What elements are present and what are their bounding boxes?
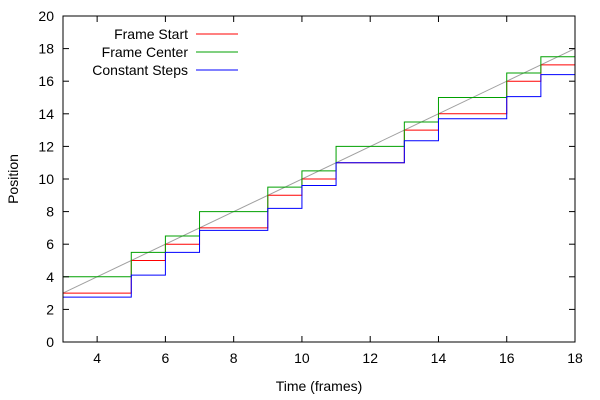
y-tick-label: 16: [38, 73, 54, 89]
legend: Frame Start Frame Center Constant Steps: [92, 26, 238, 78]
legend-item: Frame Start: [114, 26, 238, 42]
legend-item: Frame Center: [102, 44, 238, 60]
y-tick-label: 2: [46, 301, 54, 317]
y-tick-label: 20: [38, 8, 54, 24]
x-axis-ticks: 4 6 8 10 12 14 16 18: [93, 16, 583, 366]
y-tick-label: 8: [46, 204, 54, 220]
series-layer: [63, 16, 576, 298]
x-tick-label: 16: [499, 350, 515, 366]
x-axis-label: Time (frames): [276, 378, 363, 394]
y-axis-label: Position: [5, 154, 21, 204]
series-constant-steps: [63, 51, 576, 298]
legend-label: Frame Center: [102, 44, 189, 60]
y-tick-label: 4: [46, 269, 54, 285]
y-tick-label: 0: [46, 334, 54, 350]
y-tick-label: 14: [38, 106, 54, 122]
legend-label: Constant Steps: [92, 62, 188, 78]
x-tick-label: 18: [567, 350, 583, 366]
legend-label: Frame Start: [114, 26, 188, 42]
x-tick-label: 4: [93, 350, 101, 366]
y-tick-label: 10: [38, 171, 54, 187]
x-tick-label: 12: [362, 350, 378, 366]
y-tick-label: 12: [38, 138, 54, 154]
legend-item: Constant Steps: [92, 62, 238, 78]
y-tick-label: 6: [46, 236, 54, 252]
y-tick-label: 18: [38, 41, 54, 57]
x-tick-label: 10: [294, 350, 310, 366]
x-tick-label: 8: [230, 350, 238, 366]
x-tick-label: 6: [162, 350, 170, 366]
y-axis-ticks: 0 2 4 6 8 10 12 14 16 18 20: [38, 8, 575, 350]
x-tick-label: 14: [431, 350, 447, 366]
